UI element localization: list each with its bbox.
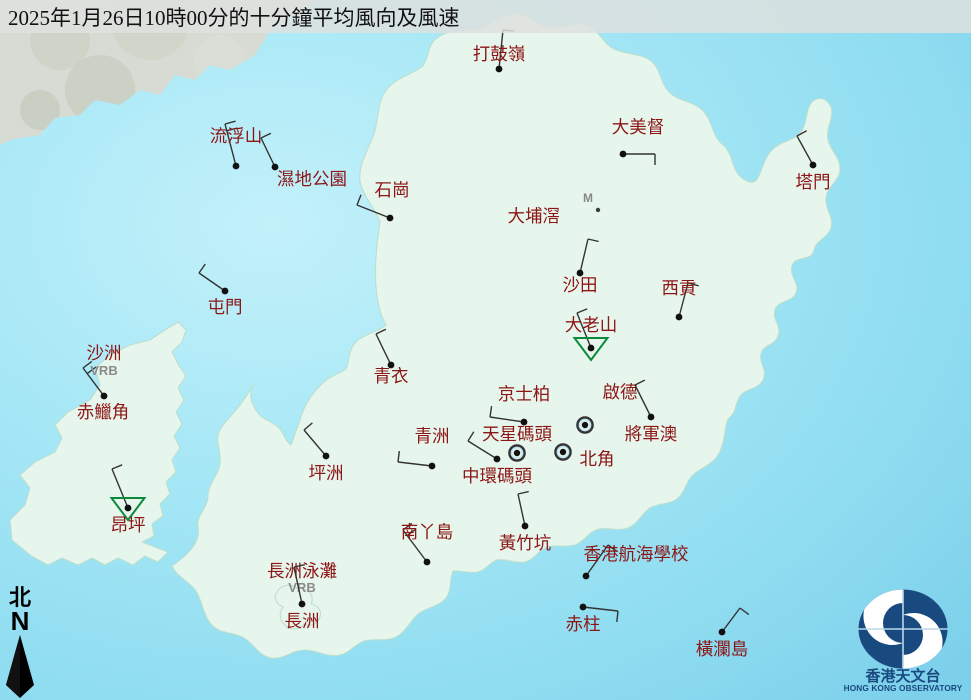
svg-text:屯門: 屯門 <box>208 297 243 317</box>
svg-text:M: M <box>583 191 593 205</box>
svg-text:HONG KONG OBSERVATORY: HONG KONG OBSERVATORY <box>844 683 963 693</box>
svg-text:大埔滘: 大埔滘 <box>508 206 561 226</box>
svg-text:打鼓嶺: 打鼓嶺 <box>473 44 526 64</box>
svg-text:昂坪: 昂坪 <box>111 515 146 535</box>
svg-text:京士柏: 京士柏 <box>498 384 551 404</box>
svg-text:VRB: VRB <box>288 580 315 595</box>
svg-text:西貢: 西貢 <box>662 278 697 298</box>
svg-text:赤鱲角: 赤鱲角 <box>77 402 130 422</box>
svg-text:大老山: 大老山 <box>565 315 618 335</box>
svg-text:南丫島: 南丫島 <box>401 522 454 542</box>
svg-text:坪洲: 坪洲 <box>309 463 344 483</box>
svg-text:中環碼頭: 中環碼頭 <box>462 466 532 486</box>
svg-text:大美督: 大美督 <box>612 117 665 137</box>
svg-text:啟德: 啟德 <box>603 382 638 402</box>
svg-text:黃竹坑: 黃竹坑 <box>499 533 552 553</box>
svg-text:N: N <box>11 606 30 636</box>
svg-text:將軍澳: 將軍澳 <box>625 424 678 444</box>
svg-text:青洲: 青洲 <box>415 426 450 446</box>
svg-text:長洲泳灘: 長洲泳灘 <box>267 561 337 581</box>
svg-text:北角: 北角 <box>580 449 615 469</box>
svg-text:天星碼頭: 天星碼頭 <box>482 424 552 444</box>
svg-text:橫瀾島: 橫瀾島 <box>696 639 749 659</box>
svg-text:VRB: VRB <box>90 363 117 378</box>
svg-text:赤柱: 赤柱 <box>566 614 601 634</box>
svg-text:塔門: 塔門 <box>796 172 831 192</box>
svg-text:沙洲: 沙洲 <box>87 343 122 363</box>
svg-text:香港航海學校: 香港航海學校 <box>584 544 689 564</box>
svg-text:長洲: 長洲 <box>285 611 320 631</box>
svg-text:青衣: 青衣 <box>374 366 409 386</box>
svg-text:石崗: 石崗 <box>375 180 410 200</box>
svg-text:流浮山: 流浮山 <box>210 126 263 146</box>
svg-text:濕地公園: 濕地公園 <box>277 169 347 189</box>
svg-text:沙田: 沙田 <box>563 275 598 295</box>
